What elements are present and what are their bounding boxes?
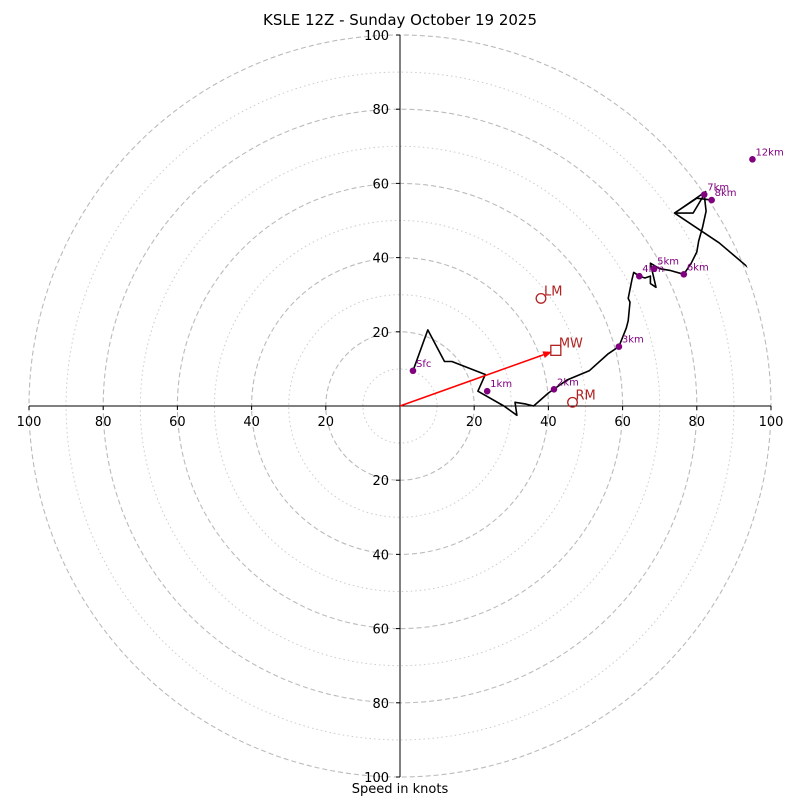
y-tick-label: 80 bbox=[372, 697, 389, 712]
height-marker-label: 1km bbox=[490, 379, 512, 390]
height-marker-label: 3km bbox=[622, 335, 644, 346]
height-marker-dot bbox=[650, 265, 658, 273]
x-tick-label: 20 bbox=[318, 415, 335, 430]
height-marker-dot bbox=[550, 386, 558, 393]
x-tick-label: 40 bbox=[540, 415, 557, 430]
height-marker-dot bbox=[749, 155, 756, 163]
right-mover-label: RM bbox=[576, 388, 596, 403]
mean-wind-arrow-head bbox=[542, 351, 553, 359]
y-tick-label: 100 bbox=[364, 29, 389, 44]
y-tick-label: 80 bbox=[372, 103, 389, 118]
y-tick-label: 20 bbox=[372, 474, 389, 489]
height-marker-label: 8km bbox=[715, 188, 737, 199]
y-tick-label: 40 bbox=[372, 548, 389, 563]
chart-title: KSLE 12Z - Sunday October 19 2025 bbox=[263, 11, 537, 29]
height-marker-dot bbox=[409, 367, 417, 375]
x-tick-label: 60 bbox=[614, 415, 631, 430]
height-marker-dot bbox=[700, 191, 708, 198]
y-tick-label: 60 bbox=[372, 623, 389, 638]
x-axis-label: Speed in knots bbox=[351, 782, 449, 797]
x-tick-label: 20 bbox=[466, 415, 483, 430]
x-tick-label: 100 bbox=[759, 415, 784, 430]
height-marker-label: 12km bbox=[755, 147, 783, 158]
x-tick-label: 40 bbox=[243, 415, 260, 430]
left-mover-label: LM bbox=[544, 284, 562, 299]
y-tick-label: 100 bbox=[364, 771, 389, 786]
height-marker-label: 5km bbox=[657, 257, 679, 268]
height-marker-dot bbox=[483, 387, 491, 395]
height-marker-dot bbox=[680, 270, 688, 278]
height-marker-label: 6km bbox=[687, 262, 709, 273]
y-tick-label: 40 bbox=[372, 252, 389, 267]
x-tick-label: 80 bbox=[95, 415, 112, 430]
height-marker-dot bbox=[635, 272, 643, 280]
right-mover-marker bbox=[567, 396, 578, 408]
height-marker-label: Sfc bbox=[416, 359, 431, 370]
height-marker-label: 7km bbox=[707, 183, 729, 194]
height-marker-label: 2km bbox=[557, 377, 579, 388]
mean-wind-marker bbox=[550, 344, 562, 357]
x-tick-label: 60 bbox=[169, 415, 186, 430]
mean-wind-label: MW bbox=[559, 336, 583, 351]
x-tick-label: 80 bbox=[689, 415, 706, 430]
mean-wind-arrow-shaft bbox=[399, 353, 544, 407]
height-marker-dot bbox=[708, 196, 715, 204]
height-marker-dot bbox=[615, 343, 623, 350]
x-tick-label: 100 bbox=[17, 415, 42, 430]
left-mover-marker bbox=[535, 292, 547, 304]
y-tick-label: 60 bbox=[372, 177, 389, 192]
y-tick-label: 20 bbox=[372, 326, 389, 341]
